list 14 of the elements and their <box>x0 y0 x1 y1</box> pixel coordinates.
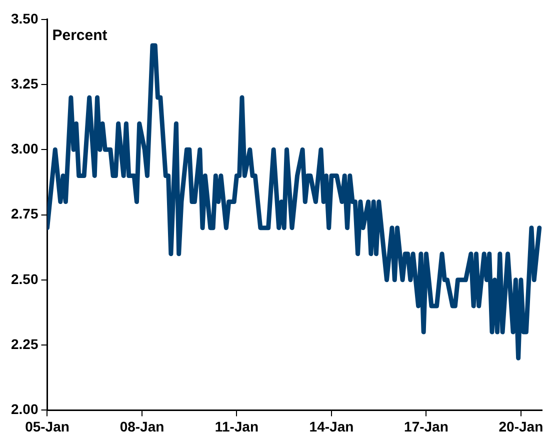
x-tick-label: 14-Jan <box>309 418 354 434</box>
x-tick-label: 17-Jan <box>404 418 448 434</box>
x-tick-label: 20-Jan <box>498 418 544 434</box>
x-tick-label: 08-Jan <box>120 418 164 434</box>
y-tick-label: 3.25 <box>11 75 38 92</box>
y-tick-label: 2.75 <box>11 206 38 222</box>
y-tick-label: 2.50 <box>11 270 38 287</box>
y-tick-label: 3.00 <box>11 140 38 157</box>
x-tick-label: 05-Jan <box>25 418 70 434</box>
x-tick-label: 11-Jan <box>214 418 259 434</box>
y-tick-label: 3.50 <box>11 10 38 26</box>
y-tick-label: 2.25 <box>11 336 38 352</box>
y-tick-label: 2.00 <box>11 401 38 418</box>
y-axis-title: Percent <box>52 27 108 44</box>
